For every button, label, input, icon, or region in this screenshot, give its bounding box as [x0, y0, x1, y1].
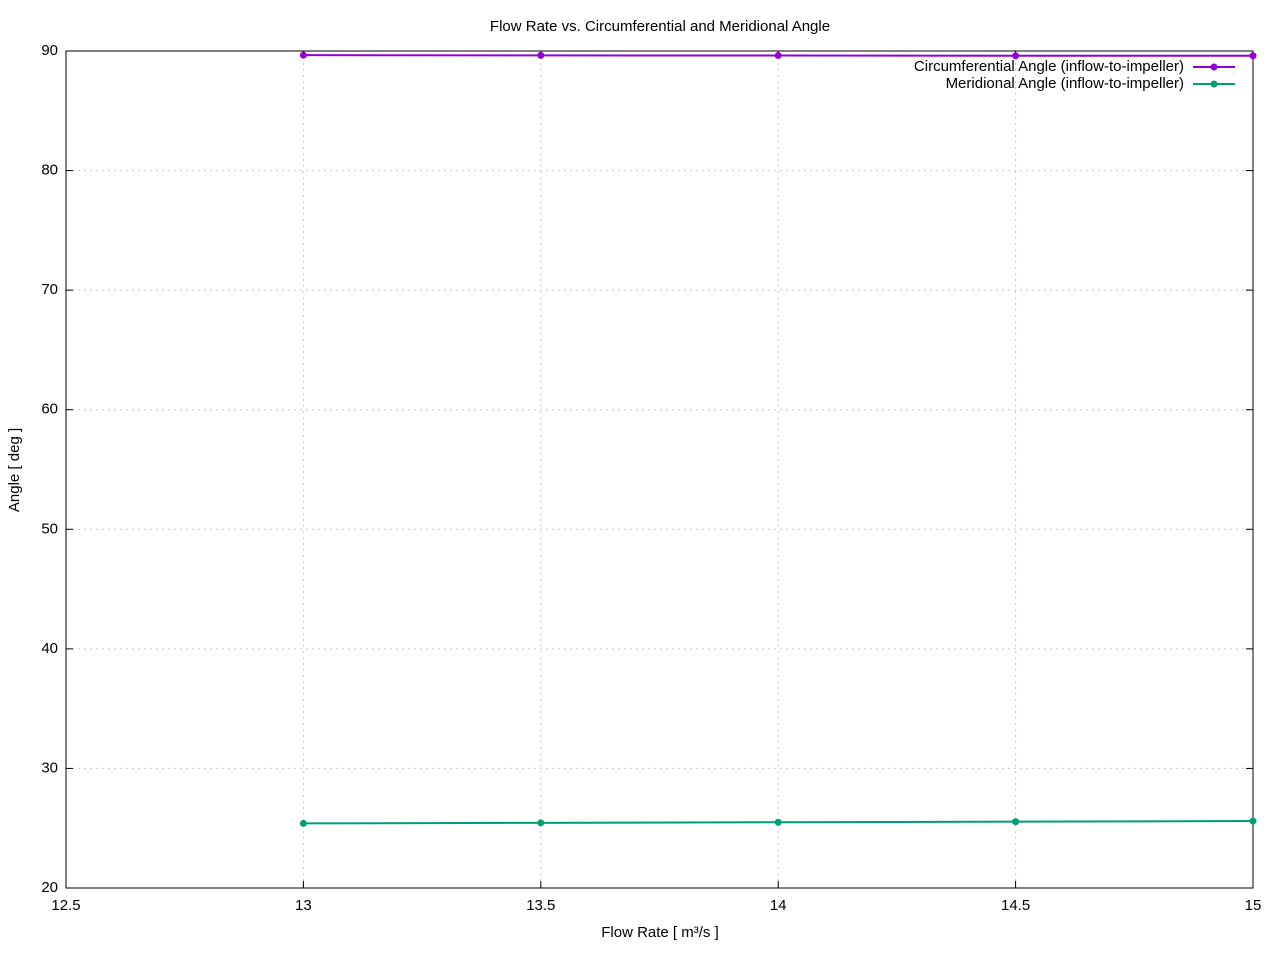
y-tick-label: 40: [41, 640, 58, 657]
y-axis-label: Angle [ deg ]: [6, 428, 23, 512]
y-tick-label: 80: [41, 162, 58, 179]
legend-label: Circumferential Angle (inflow-to-impelle…: [914, 58, 1184, 75]
data-point: [537, 51, 545, 59]
data-point: [1012, 818, 1020, 826]
x-tick-label: 13.5: [526, 897, 555, 914]
data-point: [537, 819, 545, 827]
x-tick-label: 15: [1245, 897, 1262, 914]
x-tick-label: 12.5: [51, 897, 80, 914]
y-tick-label: 20: [41, 879, 58, 896]
y-tick-label: 60: [41, 401, 58, 418]
x-tick-label: 14: [770, 897, 787, 914]
data-point: [299, 819, 307, 827]
data-point: [299, 51, 307, 59]
data-point: [1012, 52, 1020, 60]
x-axis-label: Flow Rate [ m³/s ]: [601, 924, 719, 941]
plot-frame: [65, 50, 1254, 889]
data-point: [774, 818, 782, 826]
y-tick-label: 30: [41, 759, 58, 776]
legend-marker: [1210, 80, 1218, 88]
x-tick-label: 13: [295, 897, 312, 914]
data-point: [1249, 817, 1257, 825]
legend-marker: [1210, 63, 1218, 71]
y-tick-label: 50: [41, 520, 58, 537]
x-tick-label: 14.5: [1001, 897, 1030, 914]
y-tick-label: 70: [41, 281, 58, 298]
legend-label: Meridional Angle (inflow-to-impeller): [946, 75, 1184, 92]
y-tick-label: 90: [41, 42, 58, 59]
data-point: [774, 52, 782, 60]
chart-title: Flow Rate vs. Circumferential and Meridi…: [490, 18, 830, 35]
data-point: [1249, 52, 1257, 60]
